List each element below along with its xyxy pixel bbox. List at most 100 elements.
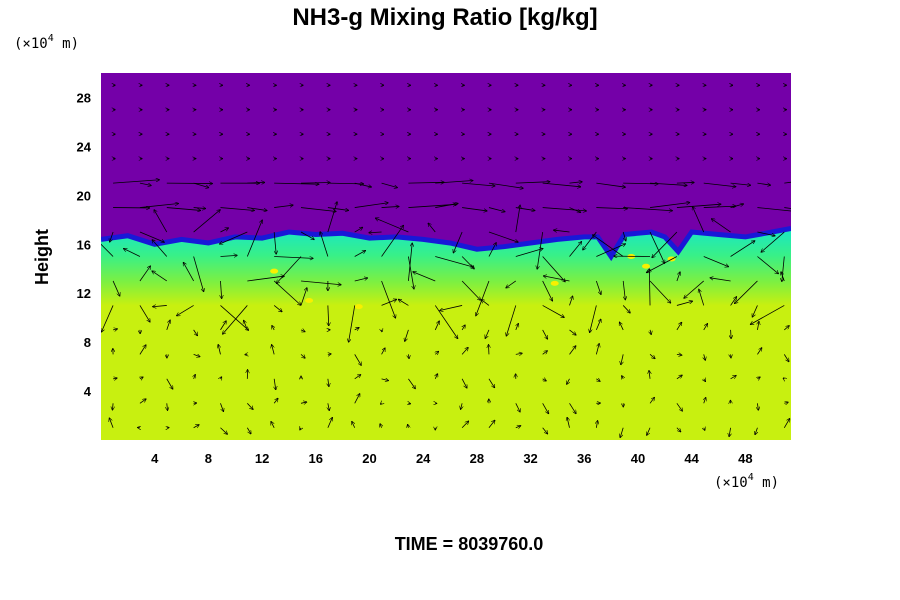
wind-vector — [113, 378, 117, 379]
wind-vector — [783, 378, 784, 379]
wind-vector — [101, 243, 114, 257]
wind-vector — [676, 301, 693, 306]
wind-vector — [354, 394, 360, 404]
wind-vector — [783, 418, 789, 428]
wind-vector — [750, 305, 785, 324]
wind-vector — [481, 300, 490, 306]
wind-vector — [623, 207, 672, 211]
wind-vector — [757, 403, 758, 410]
yellow-spot — [550, 280, 559, 286]
wind-vector — [704, 397, 706, 404]
wind-vector — [273, 231, 276, 254]
wind-vector — [622, 376, 624, 379]
wind-vector — [569, 329, 577, 335]
wind-vector — [139, 399, 146, 404]
wind-vector — [553, 230, 570, 232]
wind-vector — [139, 266, 151, 282]
wind-vector — [462, 182, 495, 186]
wind-vector — [139, 305, 150, 322]
wind-vector — [193, 182, 209, 188]
wind-vector — [647, 427, 651, 436]
wind-vector — [619, 322, 624, 331]
wind-vector — [676, 204, 721, 208]
wind-vector — [622, 231, 626, 241]
wind-vector — [757, 348, 761, 355]
wind-vector — [152, 271, 168, 282]
y-tick-label: 4 — [84, 384, 92, 399]
wind-vector — [166, 207, 201, 211]
wind-vector — [381, 299, 397, 306]
wind-vector — [704, 428, 705, 431]
upper-region — [101, 73, 791, 257]
wind-vector — [408, 256, 414, 290]
x-tick-label: 28 — [470, 451, 484, 466]
wind-vector — [569, 296, 573, 306]
wind-vector — [649, 269, 650, 306]
wind-vector — [327, 207, 349, 211]
wind-vector — [730, 241, 755, 257]
wind-vector — [434, 321, 439, 331]
wind-vector — [757, 256, 778, 274]
wind-vector — [542, 305, 565, 317]
wind-vector — [382, 330, 383, 332]
wind-vector — [354, 278, 368, 282]
wind-vector — [428, 223, 436, 233]
wind-vector — [650, 329, 651, 335]
wind-vector — [349, 305, 356, 342]
wind-vector — [596, 208, 627, 209]
wind-vector — [139, 203, 179, 208]
wind-vector — [730, 182, 751, 185]
wind-vector — [704, 354, 706, 360]
wind-vector — [729, 427, 731, 437]
transition-edge — [101, 225, 791, 262]
yellow-spot — [305, 298, 314, 304]
wind-vector — [542, 280, 553, 301]
wind-vector — [784, 181, 791, 184]
wind-vector — [515, 207, 535, 211]
wind-vector — [782, 256, 785, 282]
wind-vector — [273, 280, 301, 305]
wind-vector — [271, 421, 275, 428]
wind-vector — [488, 182, 523, 188]
wind-vector — [109, 418, 114, 428]
wind-vector — [112, 329, 117, 330]
wind-vector — [515, 403, 520, 412]
wind-vector — [755, 427, 757, 435]
wind-vector — [704, 379, 706, 382]
wind-vector — [408, 354, 409, 358]
wind-vector — [649, 231, 665, 263]
wind-vector — [731, 329, 732, 339]
wind-vector — [273, 305, 282, 311]
y-unit-exp: 4 — [48, 33, 54, 44]
wind-vector — [440, 305, 463, 310]
wind-vector — [652, 231, 678, 258]
wind-vector — [595, 319, 601, 331]
wind-vector — [246, 220, 262, 257]
wind-vector — [220, 403, 223, 411]
wind-vector — [112, 403, 113, 410]
wind-vector — [623, 183, 658, 184]
wind-vector — [244, 320, 248, 331]
wind-vector — [622, 305, 630, 313]
y-tick-label: 24 — [77, 139, 92, 154]
wind-vector — [328, 403, 329, 410]
wind-vector — [327, 417, 333, 428]
wind-vector — [273, 398, 278, 404]
wind-vector — [676, 272, 680, 282]
wind-vector — [752, 305, 758, 317]
wind-vector — [453, 231, 463, 253]
wind-vector — [274, 256, 313, 259]
wind-vector — [488, 378, 495, 388]
wind-vector — [220, 228, 228, 233]
x-unit-suffix: m) — [754, 475, 779, 491]
wind-vector — [461, 403, 463, 409]
wind-vector — [592, 235, 624, 257]
wind-vector — [247, 207, 267, 211]
wind-vector — [220, 280, 221, 299]
yellow-spot — [354, 304, 363, 310]
wind-vector — [703, 324, 708, 331]
wind-vector — [112, 280, 120, 296]
wind-vector — [515, 353, 523, 354]
wind-vector — [596, 421, 597, 428]
